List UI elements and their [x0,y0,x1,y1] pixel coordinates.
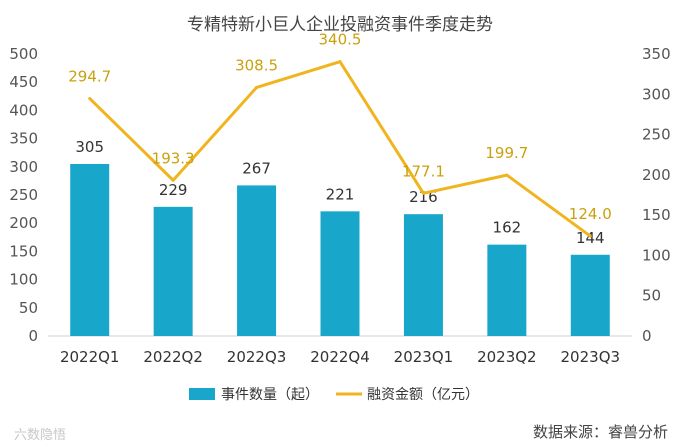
y-left-tick-label: 100 [9,271,38,289]
bar-value-label: 144 [576,229,605,247]
bar [403,214,443,336]
bar-value-label: 162 [493,219,522,237]
bar-value-label: 229 [159,181,188,199]
line-point [588,234,592,238]
legend-bar-swatch [189,388,215,400]
y-right-tick-label: 100 [642,246,671,264]
bar-value-label: 267 [242,159,271,177]
x-tick-label: 2022Q2 [143,348,203,366]
bar [320,211,360,336]
bar-value-label: 221 [326,185,355,203]
y-right-tick-label: 0 [642,327,652,345]
x-tick-label: 2023Q3 [561,348,621,366]
y-left-tick-label: 200 [9,214,38,232]
y-left-tick-label: 400 [9,101,38,119]
axes: 0 50 100 150 200 250 300 350 400 450 500 0 50 100 150 2… [9,45,670,366]
x-tick-label: 2023Q2 [477,348,537,366]
y-right-tick-label: 200 [642,166,671,184]
y-right-tick-label: 300 [642,85,671,103]
bar [570,254,610,336]
y-left-tick-label: 300 [9,158,38,176]
bar [153,206,193,336]
line-value-label: 193.3 [152,149,195,167]
bar-value-label: 305 [75,138,104,156]
line-value-label: 340.5 [319,31,362,49]
chart-title: 专精特新小巨人企业投融资事件季度走势 [187,15,493,35]
bar [487,244,527,336]
legend: 事件数量（起） 融资金额（亿元） [189,387,479,403]
line-value-label: 124.0 [569,205,612,223]
bar [237,185,277,336]
y-left-tick-label: 500 [9,45,38,63]
line-point [88,97,92,101]
y-left-tick-label: 50 [19,299,38,317]
y-left-tick-label: 0 [28,327,38,345]
line-value-label: 199.7 [485,144,528,162]
y-right-tick-label: 150 [642,206,671,224]
y-right-tick-label: 350 [642,45,671,63]
y-right-tick-label: 250 [642,126,671,144]
x-tick-label: 2022Q3 [227,348,287,366]
legend-bar-label: 事件数量（起） [221,387,319,403]
y-left-tick-label: 350 [9,130,38,148]
y-left-tick-label: 150 [9,242,38,260]
x-tick-label: 2022Q4 [310,348,370,366]
x-tick-label: 2022Q1 [60,348,120,366]
line-point [255,85,259,89]
line-value-label: 177.1 [402,162,445,180]
line-value-label: 294.7 [68,68,111,86]
bar [70,163,110,336]
line-point [171,178,175,182]
legend-line-label: 融资金额（亿元） [367,387,479,403]
line-point [338,60,342,64]
y-right-tick-label: 50 [642,287,661,305]
source-note: 数据来源：睿兽分析 [533,423,668,441]
y-left-tick-label: 250 [9,186,38,204]
line-point [421,191,425,195]
line-series: 294.7 193.3 308.5 340.5 177.1 199.7 124.0 [68,31,612,238]
line-point [505,173,509,177]
x-tick-label: 2023Q1 [394,348,454,366]
watermark: 六数隐悟 [14,428,66,443]
y-left-tick-label: 450 [9,73,38,91]
line-value-label: 308.5 [235,56,278,74]
